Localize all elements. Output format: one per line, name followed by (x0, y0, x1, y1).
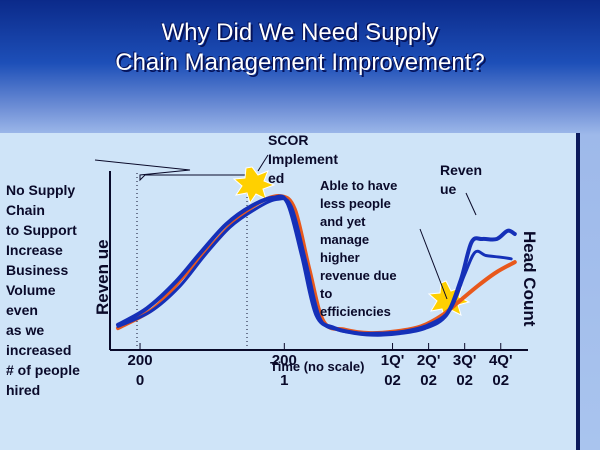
revenue-pointer (465, 192, 477, 216)
x-tick-label: 02 (384, 372, 401, 389)
slide-title-line-2: Chain Management Improvement? (115, 49, 485, 76)
annotation-efficiency-line: and yet (320, 214, 366, 229)
annotation-efficiency-line: higher (320, 250, 360, 265)
y2-axis-label: Head Count (520, 231, 539, 327)
annotation-scor-line: Implement (268, 151, 338, 167)
annotation-left: No Supply Chain to Support Increase Busi… (6, 182, 84, 398)
x-tick-label: 1 (280, 372, 288, 389)
x-tick-label: 2Q' (417, 352, 441, 369)
annotation-left-line: No Supply (6, 182, 75, 198)
x-tick-label: 02 (456, 372, 473, 389)
x-tick-label: 4Q' (489, 352, 513, 369)
annotation-left-line: increased (6, 342, 71, 358)
annotation-left-line: even (6, 302, 38, 318)
x-axis-label: Time (no scale) (270, 359, 364, 374)
burst-scor (232, 166, 276, 205)
annotation-left-line: hired (6, 382, 40, 398)
x-tick-label: 3Q' (453, 352, 477, 369)
slide-title-line-1: Why Did We Need Supply (161, 19, 439, 46)
x-tick-label: 02 (420, 372, 437, 389)
x-tick-label: 0 (136, 372, 144, 389)
annotation-efficiency-line: efficiencies (320, 304, 391, 319)
series-layer (116, 193, 517, 337)
annotation-left-line: to Support (6, 222, 77, 238)
annotation-revenue-line: ue (440, 181, 457, 197)
annotation-scor-line: SCOR (268, 133, 308, 148)
bracket-pointer (94, 159, 245, 182)
annotation-efficiency-line: less people (320, 196, 391, 211)
x-tick-label: 200 (128, 352, 153, 369)
chart-panel: No Supply Chain to Support Increase Busi… (0, 133, 576, 450)
x-tick-layer: 200 0 200 1 1Q' 02 2Q' 02 3Q' 02 4Q' 02 (128, 343, 513, 389)
x-tick-label: 1Q' (381, 352, 405, 369)
annotation-efficiency-line: revenue due (320, 268, 397, 283)
y-axis-label: Reven ue (93, 239, 112, 315)
slide-title: Why Did We Need Supply Chain Management … (0, 18, 600, 78)
annotation-left-line: Business (6, 262, 68, 278)
annotation-revenue-line: Reven (440, 162, 482, 178)
annotation-efficiency-line: Able to have (320, 178, 397, 193)
chart-svg: No Supply Chain to Support Increase Busi… (6, 133, 539, 398)
annotation-efficiency-line: to (320, 286, 332, 301)
annotation-scor-line: ed (268, 170, 284, 186)
annotation-left-line: Volume (6, 282, 56, 298)
annotation-left-line: # of people (6, 362, 80, 378)
x-tick-label: 200 (272, 352, 297, 369)
annotation-left-line: Increase (6, 242, 63, 258)
annotation-scor: SCOR Implement ed (268, 133, 342, 186)
annotation-efficiency-line: manage (320, 232, 369, 247)
annotation-revenue: Reven ue (440, 162, 486, 197)
scor-pointer (257, 154, 269, 172)
annotation-efficiency: Able to have less people and yet manage … (320, 178, 401, 319)
series-line-revenue (116, 194, 517, 337)
able-pointer (419, 228, 448, 300)
annotation-left-line: Chain (6, 202, 45, 218)
x-tick-label: 02 (492, 372, 509, 389)
annotation-left-line: as we (6, 322, 44, 338)
